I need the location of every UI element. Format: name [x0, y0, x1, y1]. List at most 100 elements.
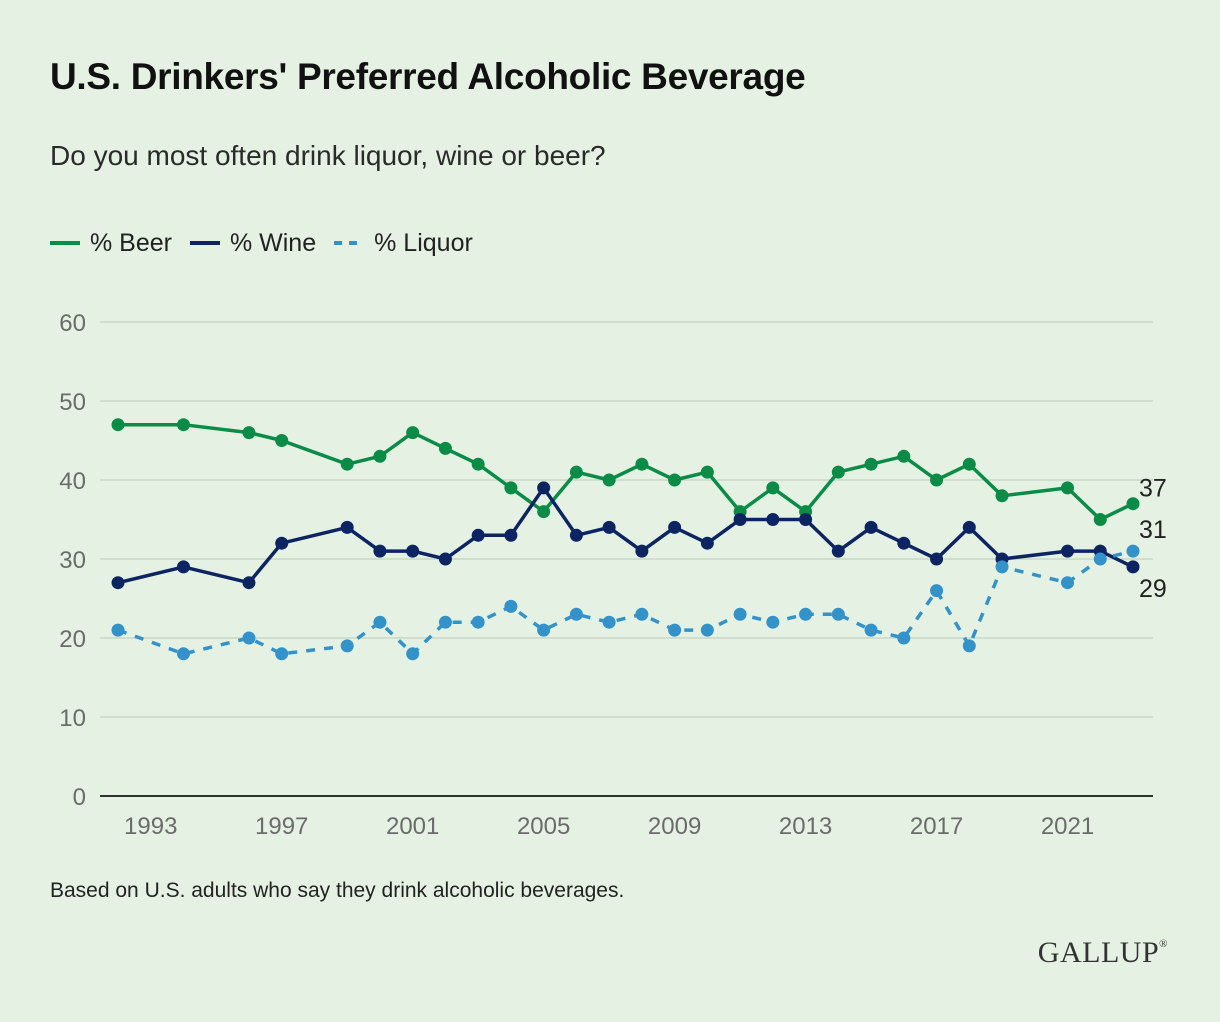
legend-swatch-beer — [50, 241, 80, 245]
data-point-wine-1996 — [242, 576, 256, 590]
y-tick-label-0: 0 — [73, 784, 86, 811]
data-point-beer-2007 — [602, 473, 616, 487]
data-point-liquor-2007 — [602, 615, 616, 629]
footnote: Based on U.S. adults who say they drink … — [50, 879, 625, 902]
data-point-liquor-1996 — [242, 631, 256, 645]
data-point-wine-2017 — [930, 552, 944, 566]
data-point-wine-2013 — [799, 513, 813, 526]
data-point-beer-2018 — [962, 457, 976, 471]
data-point-wine-2023 — [1126, 560, 1140, 574]
data-point-liquor-2001 — [406, 647, 420, 661]
x-tick-label-2001: 2001 — [386, 813, 439, 840]
data-point-wine-2003 — [471, 528, 485, 542]
data-point-beer-2017 — [930, 473, 944, 487]
data-point-wine-2006 — [569, 528, 583, 542]
legend-item-wine: % Wine — [189, 228, 317, 258]
data-point-liquor-2017 — [930, 584, 944, 598]
data-point-wine-2004 — [504, 528, 518, 542]
data-point-beer-1994 — [176, 418, 190, 432]
data-point-liquor-2021 — [1061, 576, 1075, 590]
legend-swatch-liquor — [334, 241, 365, 245]
data-point-beer-2002 — [438, 441, 452, 455]
data-point-beer-2010 — [700, 465, 714, 479]
data-point-liquor-2003 — [471, 615, 485, 629]
y-tick-label-60: 60 — [59, 310, 86, 337]
data-point-beer-1992 — [111, 418, 125, 432]
data-point-wine-2002 — [438, 552, 452, 566]
legend-label-wine: % Wine — [229, 228, 317, 257]
series-line-wine — [117, 486, 1134, 585]
data-point-beer-2004 — [504, 481, 518, 495]
data-point-wine-1997 — [275, 536, 289, 550]
legend-swatch-wine — [189, 241, 220, 245]
data-point-wine-2009 — [668, 520, 682, 534]
data-point-liquor-2019 — [995, 560, 1009, 574]
data-point-liquor-2008 — [635, 607, 649, 621]
data-point-beer-2001 — [406, 426, 420, 440]
data-point-wine-1999 — [340, 520, 354, 534]
x-tick-label-2005: 2005 — [517, 813, 570, 840]
data-point-beer-1996 — [242, 426, 256, 440]
data-point-wine-2015 — [864, 520, 878, 534]
data-point-liquor-2014 — [831, 607, 845, 621]
data-point-wine-2011 — [733, 513, 747, 526]
data-point-liquor-1992 — [111, 623, 125, 637]
data-point-liquor-1994 — [176, 647, 190, 661]
series-line-liquor — [117, 549, 1134, 656]
data-point-liquor-2005 — [537, 623, 551, 637]
data-point-beer-1999 — [340, 457, 354, 471]
data-point-beer-2016 — [897, 449, 911, 463]
data-point-liquor-2022 — [1093, 552, 1107, 566]
data-point-wine-2005 — [537, 481, 551, 495]
data-point-beer-2003 — [471, 457, 485, 471]
x-tick-label-2017: 2017 — [910, 813, 963, 840]
data-point-beer-2000 — [373, 449, 387, 463]
data-point-liquor-2011 — [733, 607, 747, 621]
x-tick-label-1993: 1993 — [124, 813, 177, 840]
series-line-beer — [118, 422, 1134, 522]
end-label-liquor: 31 — [1139, 516, 1167, 544]
data-point-liquor-2016 — [897, 631, 911, 645]
end-label-wine: 29 — [1139, 575, 1167, 603]
brand-text: GALLUP — [1037, 936, 1160, 969]
data-point-liquor-2006 — [569, 607, 583, 621]
x-tick-label-2013: 2013 — [779, 813, 832, 840]
y-tick-label-40: 40 — [59, 468, 86, 495]
legend-item-liquor: % Liquor — [334, 228, 473, 258]
y-tick-label-50: 50 — [59, 389, 86, 416]
data-point-wine-2007 — [602, 520, 616, 534]
data-point-liquor-2002 — [438, 615, 452, 629]
data-point-wine-1992 — [111, 576, 125, 590]
data-point-wine-2014 — [831, 544, 845, 558]
data-point-beer-2008 — [635, 457, 649, 471]
data-point-beer-2021 — [1061, 481, 1075, 495]
data-point-liquor-2012 — [766, 615, 780, 629]
registered-mark: ® — [1159, 938, 1168, 950]
chart-title: U.S. Drinkers' Preferred Alcoholic Bever… — [50, 56, 806, 97]
data-point-liquor-2000 — [373, 615, 387, 629]
data-point-liquor-2009 — [668, 623, 682, 637]
data-point-liquor-1999 — [340, 639, 354, 653]
data-point-beer-2012 — [766, 481, 780, 495]
data-point-wine-2012 — [766, 513, 780, 526]
y-tick-label-10: 10 — [59, 705, 86, 732]
data-point-beer-2023 — [1126, 497, 1140, 511]
data-point-liquor-2004 — [504, 599, 518, 613]
y-tick-label-20: 20 — [59, 626, 86, 653]
data-point-beer-2009 — [668, 473, 682, 487]
x-tick-label-2021: 2021 — [1041, 813, 1094, 840]
data-point-beer-2019 — [995, 489, 1009, 503]
legend-label-beer: % Beer — [90, 228, 172, 257]
data-point-wine-1994 — [176, 560, 190, 574]
data-point-wine-2018 — [962, 520, 976, 534]
legend: % Beer % Wine % Liquor — [50, 228, 491, 258]
data-point-beer-2022 — [1093, 513, 1107, 526]
data-point-liquor-1997 — [275, 647, 289, 661]
end-label-beer: 37 — [1139, 475, 1167, 503]
data-point-beer-2014 — [831, 465, 845, 479]
legend-label-liquor: % Liquor — [374, 228, 473, 257]
data-point-wine-2000 — [373, 544, 387, 558]
data-point-wine-2001 — [406, 544, 420, 558]
data-point-beer-2006 — [569, 465, 583, 479]
